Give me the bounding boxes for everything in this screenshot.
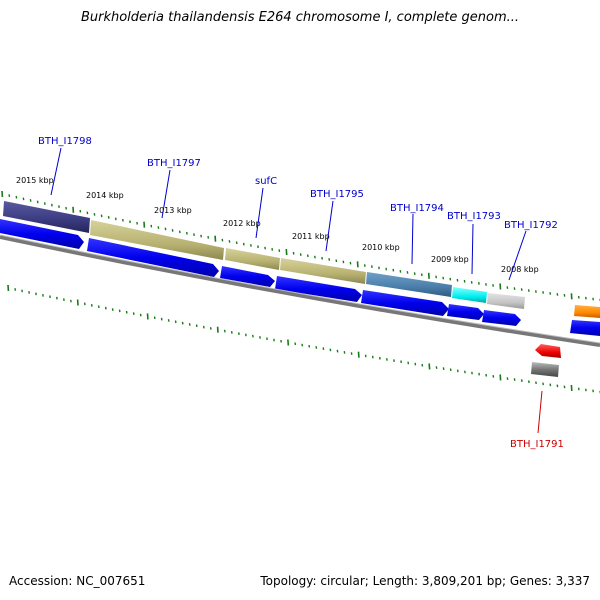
gene-label-bth-i1797[interactable]: BTH_I1797	[147, 158, 201, 169]
leader-bth-i1793	[471, 223, 474, 275]
gene-arrow-next[interactable]	[570, 320, 600, 336]
leader-bth-i1797	[161, 169, 171, 219]
ruler-label-2015: 2015 kbp	[16, 176, 54, 185]
genome-backbone-highlight	[0, 234, 600, 344]
gene-bth-i1797-block[interactable]	[90, 220, 224, 260]
genome-summary-text: Topology: circular; Length: 3,809,201 bp…	[260, 574, 590, 588]
ruler-label-2014: 2014 kbp	[86, 191, 124, 200]
ruler-ticks	[1, 190, 600, 302]
leader-sufc	[255, 187, 264, 239]
leader-bth-i1795	[325, 200, 334, 252]
gene-label-bth-i1794[interactable]: BTH_I1794	[390, 203, 444, 214]
gene-arrow-1795[interactable]	[275, 276, 362, 302]
lower-ticks	[7, 284, 600, 394]
leader-bth-i1798	[50, 147, 62, 196]
gene-label-bth-i1792[interactable]: BTH_I1792	[504, 220, 558, 231]
gene-label-bth-i1798[interactable]: BTH_I1798	[38, 136, 92, 147]
accession-text: Accession: NC_007651	[9, 574, 146, 588]
ruler-label-2010: 2010 kbp	[362, 243, 400, 252]
gene-bth-i1794-block[interactable]	[366, 272, 452, 297]
leader-bth-i1794	[411, 213, 414, 265]
leader-bth-i1791	[537, 390, 543, 434]
gene-arrow-sufc[interactable]	[220, 266, 275, 287]
ruler-label-2009: 2009 kbp	[431, 255, 469, 264]
gene-bth-i1791-arrow[interactable]	[535, 344, 561, 358]
ruler-label-2008: 2008 kbp	[501, 265, 539, 274]
map-title: Burkholderia thailandensis E264 chromoso…	[80, 10, 520, 25]
genome-backbone	[0, 235, 600, 347]
gene-label-bth-i1795[interactable]: BTH_I1795	[310, 189, 364, 200]
gene-arrow-1793[interactable]	[447, 304, 484, 320]
gene-bth-i1793-block[interactable]	[452, 287, 487, 303]
ruler-label-2011: 2011 kbp	[292, 232, 330, 241]
gene-arrows	[0, 219, 600, 336]
gene-sufc-block[interactable]	[225, 248, 280, 270]
gene-track-upper	[3, 201, 600, 318]
gene-arrow-1798[interactable]	[0, 219, 84, 249]
gene-bth-i1795-block[interactable]	[280, 258, 366, 284]
gene-next-block[interactable]	[574, 305, 600, 318]
gene-bth-i1792-block[interactable]	[487, 293, 525, 309]
gene-bth-i1791-block[interactable]	[531, 362, 559, 377]
gene-arrow-1797[interactable]	[87, 238, 219, 277]
gene-bth-i1798-block[interactable]	[3, 201, 90, 233]
gene-label-sufc[interactable]: sufC	[255, 176, 277, 187]
gene-arrow-1794[interactable]	[361, 290, 449, 316]
ruler-label-2012: 2012 kbp	[223, 219, 261, 228]
gene-arrow-1792[interactable]	[482, 310, 521, 326]
leader-bth-i1792	[508, 230, 527, 281]
gene-label-bth-i1793[interactable]: BTH_I1793	[447, 211, 501, 222]
ruler-label-2013: 2013 kbp	[154, 206, 192, 215]
gene-label-bth-i1791[interactable]: BTH_I1791	[510, 439, 564, 450]
